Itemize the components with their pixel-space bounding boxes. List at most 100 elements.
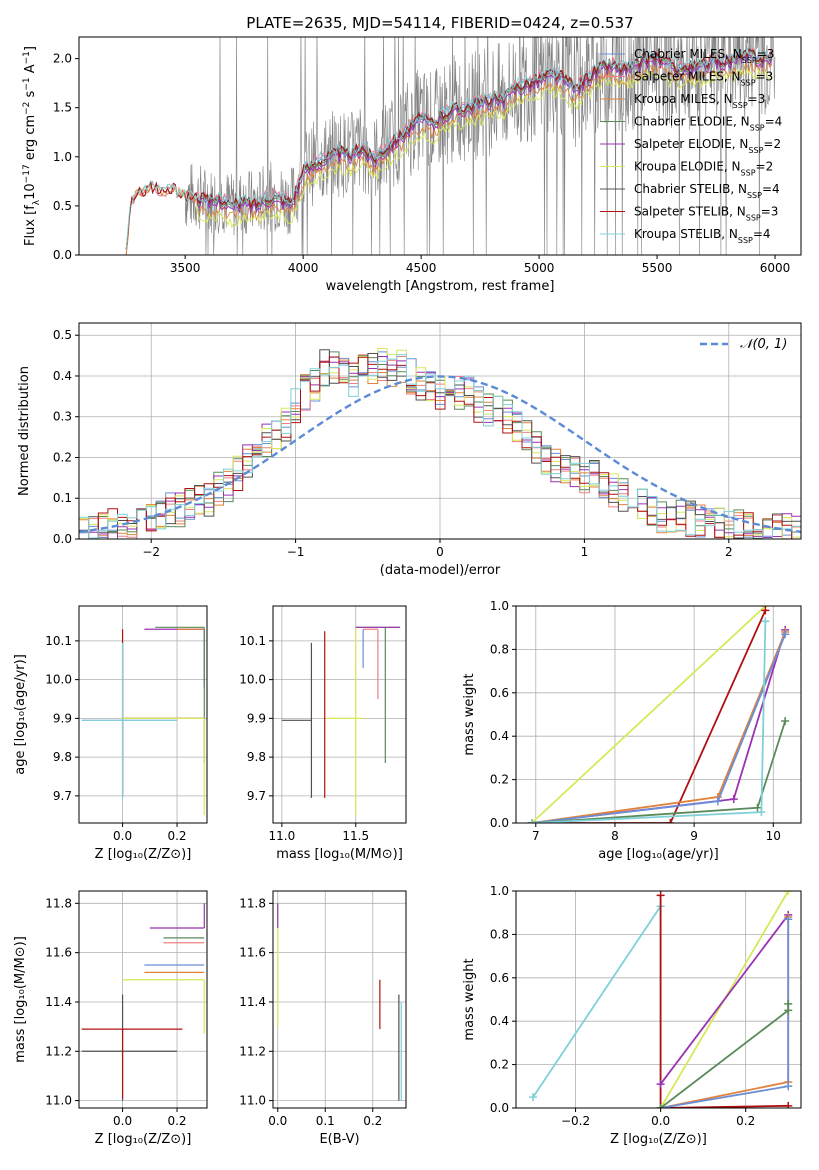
legend-label-sub: SSP (742, 56, 757, 65)
x-tick-label: 3500 (170, 261, 201, 275)
y-tick-label: 0.2 (490, 1058, 509, 1072)
age-vs-metallicity-panel: 0.0 0.2 9.7 9.8 9.9 10.0 10.1 Z [log₁₀(Z/Z⊙)] ag… (13, 605, 208, 862)
y-label-part: ] (23, 46, 38, 51)
x-tick-label: −1 (287, 545, 305, 559)
y-tick-label: 9.8 (247, 750, 266, 764)
legend-label-sub: SSP (741, 78, 756, 87)
y-tick-label: 0.8 (490, 927, 509, 941)
axes-frame (272, 605, 407, 824)
y-tick-label: 0.0 (53, 532, 72, 546)
legend-label-text: Kroupa ELODIE, N (634, 160, 741, 174)
mass-weight-plot-area (527, 606, 790, 823)
mass-weight-line (531, 609, 767, 823)
axes-frame (78, 322, 802, 540)
legend-label-sub: SSP (750, 123, 765, 132)
legend-label-text: Kroupa STELIB, N (634, 227, 738, 241)
x-axis-label: wavelength [Angstrom, rest frame] (326, 279, 555, 294)
legend-label: Chabrier STELIB, NSSP=4 (634, 182, 780, 200)
residual-histogram-line (79, 354, 801, 539)
y-tick-label: 1.0 (490, 884, 509, 898)
mass-vs-extinction-panel: 0.0 0.1 0.2 11.0 11.2 11.4 11.6 11.8 E(B-V) (239, 890, 407, 1147)
y-tick-label: 0.0 (53, 248, 72, 262)
y-tick-label: 11.8 (45, 896, 72, 910)
x-tick-label: 4000 (288, 261, 319, 275)
y-tick-label: 9.9 (247, 711, 266, 725)
y-tick-label: 1.5 (53, 101, 72, 115)
histogram-plot-area (79, 348, 801, 539)
x-axis-label: (data-model)/error (380, 563, 501, 578)
y-label-part: −2 (22, 102, 32, 115)
legend-label-sub: SSP (733, 101, 748, 110)
legend-label-text: Chabrier MILES, N (634, 47, 742, 61)
y-tick-label: 11.2 (45, 1044, 72, 1058)
legend-label: Salpeter MILES, NSSP=3 (634, 70, 773, 88)
legend-label-tail: =2 (763, 137, 781, 151)
x-tick-label: 1 (581, 545, 589, 559)
y-tick-label: 0.2 (53, 450, 72, 464)
axes-frame (78, 36, 802, 256)
x-tick-label: 0.0 (113, 829, 132, 843)
mass-weight-marker (757, 808, 766, 817)
legend-label: 𝒩(0, 1) (740, 337, 787, 352)
y-label-part: λ (32, 199, 42, 205)
y-tick-label: 11.4 (239, 995, 266, 1009)
y-tick-label: 1.0 (53, 150, 72, 164)
mass-weight-line (531, 606, 767, 823)
model-spectrum-line (125, 47, 773, 250)
y-tick-label: 0.6 (490, 686, 509, 700)
mass-weight-marker (656, 891, 665, 900)
y-label-part: −1 (22, 77, 32, 90)
mass-weight-plot-area (529, 891, 793, 1108)
mass-weight-marker (666, 819, 675, 823)
mass-weight-marker (784, 891, 793, 895)
x-tick-label: 0.2 (736, 1114, 755, 1128)
x-tick-label: 5000 (524, 261, 555, 275)
y-label-part: Flux [f (23, 205, 38, 246)
y-tick-label: 0.0 (490, 816, 509, 830)
y-tick-label: 9.7 (247, 789, 266, 803)
model-spectrum-line (125, 50, 773, 250)
spectrum-panel: 3500 4000 4500 5000 5500 6000 0.0 0.5 1.0 1.5 2.0 w… (22, 36, 802, 294)
legend-label-tail: =4 (765, 115, 783, 129)
x-tick-label: 0.0 (113, 1114, 132, 1128)
mass-weight-marker (761, 617, 770, 626)
y-label-part: −17 (22, 164, 32, 183)
model-spectrum-line (125, 48, 773, 250)
figure-title: PLATE=2635, MJD=54114, FIBERID=0424, z=0… (246, 14, 633, 32)
x-tick-label: 0.2 (167, 1114, 186, 1128)
normal-distribution-curve (79, 375, 801, 534)
mass-weight-marker (761, 606, 770, 615)
x-tick-label: 0.0 (651, 1114, 670, 1128)
y-label-part: A (23, 64, 38, 77)
mass-weight-vs-age-panel: 7 8 9 10 0.0 0.2 0.4 0.6 0.8 1.0 age [log₁₀(age/yr… (462, 599, 802, 862)
legend-label-sub: SSP (741, 168, 756, 177)
mass-weight-marker (656, 1080, 665, 1089)
age-vs-mass-panel: 11.0 11.5 9.7 9.8 9.9 10.0 10.1 mass [log₁₀(M/M… (239, 605, 407, 862)
y-tick-label: 0.2 (490, 773, 509, 787)
mass-weight-marker (784, 1082, 793, 1091)
legend-label-tail: =4 (753, 227, 771, 241)
y-tick-label: 11.8 (239, 896, 266, 910)
legend-label-text: Salpeter MILES, N (634, 70, 741, 84)
errorbar-plot-area (81, 903, 205, 1101)
legend-label-text: Salpeter STELIB, N (634, 205, 746, 219)
y-tick-label: 10.0 (45, 673, 72, 687)
mass-weight-marker (784, 1101, 793, 1108)
spectrum-plot-area (125, 37, 776, 255)
legend-label: Salpeter ELODIE, NSSP=2 (634, 137, 781, 155)
y-axis-label: age [log₁₀(age/yr)] (13, 654, 28, 775)
y-tick-label: 0.8 (490, 642, 509, 656)
mass-weight-vs-metallicity-panel: −0.2 0.0 0.2 0.0 0.2 0.4 0.6 0.8 1.0 Z [log₁₀(Z/Z… (462, 884, 802, 1147)
legend-label-tail: =2 (756, 160, 774, 174)
y-axis-label: mass weight (462, 958, 477, 1040)
x-tick-label: 11.0 (269, 829, 296, 843)
residual-histogram-line (79, 356, 801, 539)
legend-label-sub: SSP (746, 213, 761, 222)
x-tick-label: 11.5 (342, 829, 369, 843)
y-tick-label: 10.0 (239, 673, 266, 687)
legend-label: Chabrier MILES, NSSP=3 (634, 47, 774, 65)
mass-weight-marker (784, 915, 793, 924)
mass-weight-line (531, 621, 767, 823)
x-tick-label: −0.2 (561, 1114, 590, 1128)
legend-label-tail: =3 (748, 92, 766, 106)
